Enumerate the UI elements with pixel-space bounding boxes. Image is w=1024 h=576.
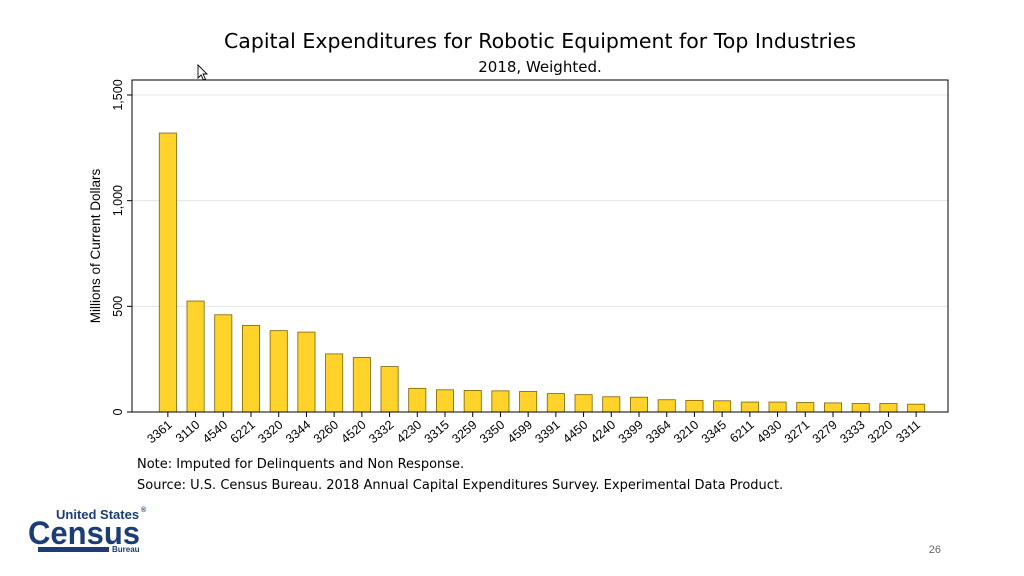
x-tick-label: 3364 xyxy=(643,418,673,447)
chart-subtitle: 2018, Weighted. xyxy=(478,58,602,76)
y-axis-label: Millions of Current Dollars xyxy=(88,168,103,323)
bar xyxy=(907,403,926,413)
bar xyxy=(824,402,842,413)
bar xyxy=(408,387,427,413)
logo-line3: Bureau xyxy=(112,545,140,554)
bar xyxy=(546,393,565,413)
x-tick-label: 3311 xyxy=(893,418,923,446)
bar xyxy=(602,396,621,413)
x-tick-label: 3345 xyxy=(699,418,729,447)
y-tick-label: 1,000 xyxy=(111,185,125,216)
bar xyxy=(574,394,593,413)
y-tick-label: 0 xyxy=(111,408,125,415)
bar xyxy=(519,391,538,413)
x-tick-label: 3279 xyxy=(810,418,840,447)
bar xyxy=(325,353,344,413)
x-tick-label: 3210 xyxy=(671,418,701,447)
x-tick-label: 3391 xyxy=(532,418,562,447)
chart-title: Capital Expenditures for Robotic Equipme… xyxy=(224,29,856,53)
bar xyxy=(214,314,233,413)
y-tick-label: 1,500 xyxy=(111,79,125,110)
x-tick-label: 3333 xyxy=(837,418,867,447)
bar xyxy=(158,132,177,413)
logo-bar xyxy=(38,547,109,552)
x-axis-ticks: 3361311045406221332033443260452033324230… xyxy=(144,412,923,446)
gridlines xyxy=(132,94,948,307)
x-tick-label: 3350 xyxy=(477,418,507,447)
bar xyxy=(740,401,759,413)
x-tick-label: 3332 xyxy=(366,418,396,447)
x-tick-label: 4599 xyxy=(505,418,535,447)
x-tick-label: 3399 xyxy=(616,418,646,447)
x-tick-label: 6211 xyxy=(727,418,757,446)
bar xyxy=(436,389,454,413)
x-tick-label: 4450 xyxy=(560,418,590,447)
x-tick-label: 3315 xyxy=(422,418,452,447)
x-tick-label: 4240 xyxy=(588,418,618,447)
x-tick-label: 4520 xyxy=(338,418,368,447)
note-text: Note: Imputed for Delinquents and Non Re… xyxy=(137,457,464,472)
bar xyxy=(352,357,371,413)
bar xyxy=(380,366,399,413)
x-tick-label: 3260 xyxy=(311,418,341,447)
census-logo: United States ® Census Bureau xyxy=(28,506,147,554)
x-tick-label: 4540 xyxy=(200,418,230,447)
x-tick-label: 3271 xyxy=(782,418,812,447)
bar xyxy=(796,402,815,413)
x-tick-label: 3110 xyxy=(173,418,203,446)
x-tick-label: 3361 xyxy=(144,418,174,447)
x-tick-label: 3344 xyxy=(283,418,313,447)
bar xyxy=(879,403,898,413)
x-tick-label: 3259 xyxy=(449,418,479,447)
x-tick-label: 3320 xyxy=(255,418,285,447)
bar xyxy=(491,390,510,413)
source-text: Source: U.S. Census Bureau. 2018 Annual … xyxy=(137,478,783,493)
mouse-cursor-icon xyxy=(197,63,209,81)
bar xyxy=(685,399,704,413)
y-axis-ticks: 0 500 1,000 1,500 xyxy=(111,79,132,415)
bars xyxy=(158,132,926,413)
bar xyxy=(713,400,732,413)
page-number: 26 xyxy=(929,544,941,556)
bar xyxy=(186,300,205,413)
bar xyxy=(269,330,288,413)
y-tick-label: 500 xyxy=(111,296,125,317)
x-tick-label: 3220 xyxy=(865,418,895,447)
plot-frame xyxy=(131,79,949,413)
x-tick-label: 6221 xyxy=(228,418,258,447)
bar xyxy=(463,390,482,413)
bar xyxy=(657,399,676,413)
bar xyxy=(630,396,648,413)
x-tick-label: 4930 xyxy=(754,418,784,447)
bar xyxy=(851,403,870,413)
logo-registered-mark: ® xyxy=(141,506,147,514)
logo-line2: Census xyxy=(28,515,140,551)
bar xyxy=(242,324,260,413)
logo-line1: United States xyxy=(56,507,139,522)
bar xyxy=(297,331,316,413)
x-tick-label: 4230 xyxy=(394,418,424,447)
bar xyxy=(768,401,787,413)
